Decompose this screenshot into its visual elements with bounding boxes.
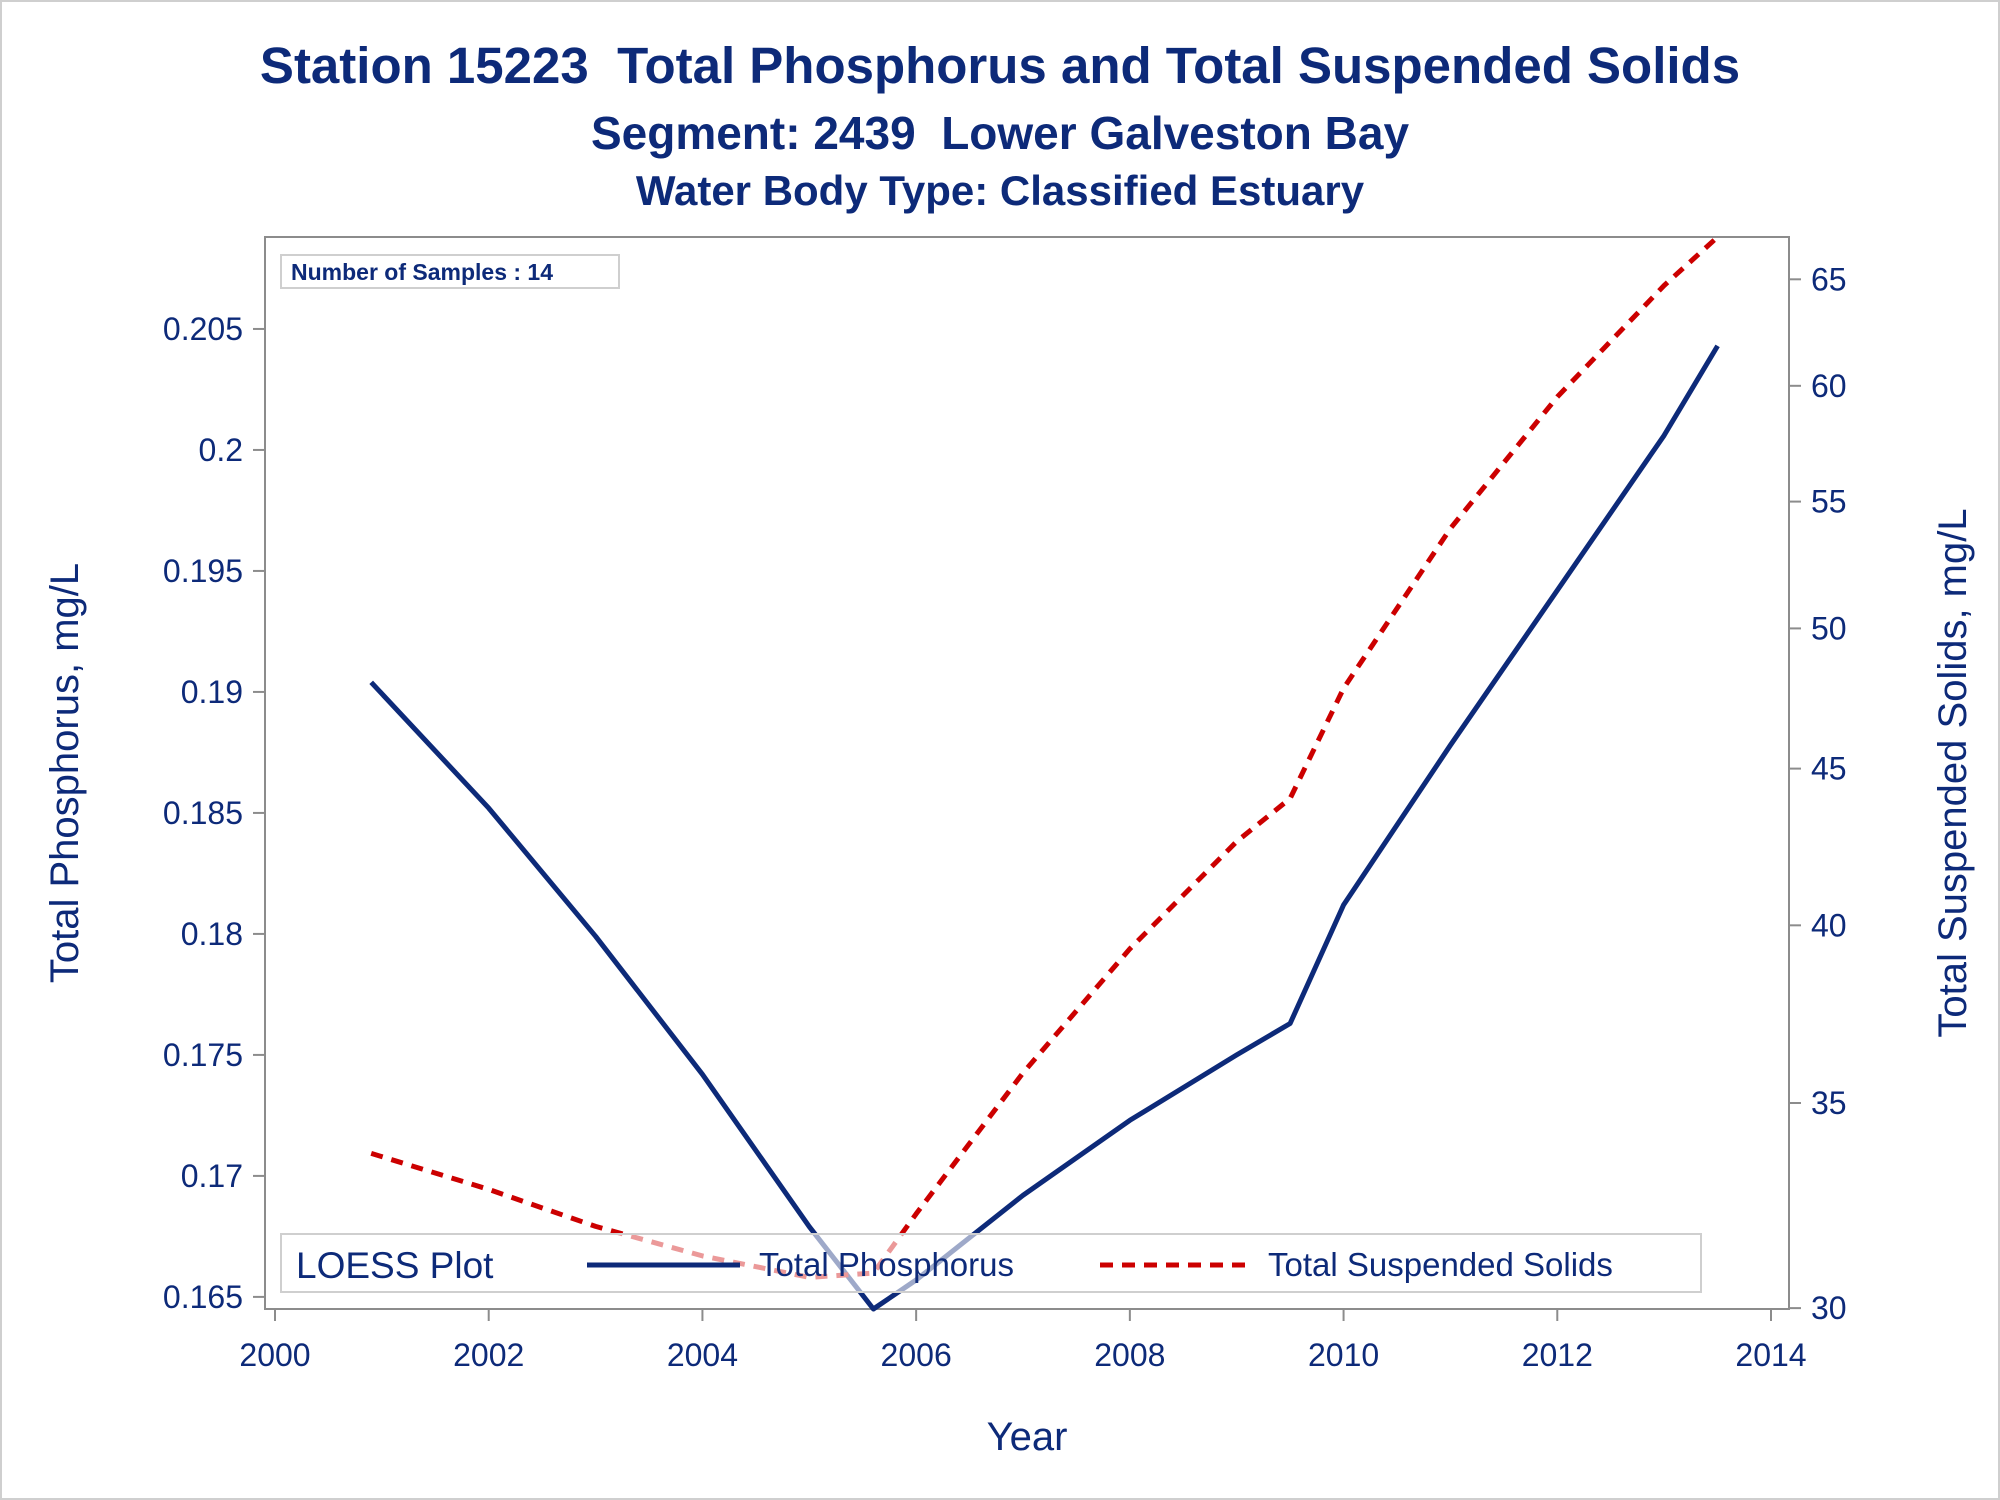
chart-subtitle-segment: Segment: 2439 Lower Galveston Bay [590,107,1410,159]
chart-subtitle-water-body: Water Body Type: Classified Estuary [635,167,1365,214]
y-axis-left-label: Total Phosphorus, mg/L [43,563,87,983]
sample-count-inset: Number of Samples : 14 [280,254,620,289]
legend: LOESS Plot Total Phosphorus Total Suspen… [280,1233,1702,1293]
chart-title: Station 15223 Total Phosphorus and Total… [259,37,1741,94]
y-left-tick-label-5: 0.19 [181,674,243,710]
x-tick-label-2012: 2012 [1522,1337,1593,1373]
y-axis-right-label: Total Suspended Solids, mg/L [1931,508,1975,1037]
x-tick-label-2002: 2002 [453,1337,524,1373]
series-line-total-suspended-solids [370,235,1720,1280]
x-tick-label-2006: 2006 [881,1337,952,1373]
legend-label-total-suspended-solids: Total Suspended Solids [1268,1246,1613,1283]
y-right-tick-label-35: 35 [1811,1085,1847,1121]
y-right-tick-label-60: 60 [1811,368,1847,404]
plot-area-border [264,236,1790,1310]
y-axis-left: 0.165 0.17 0.175 0.18 0.185 0.19 0.195 0.2 0.205 [163,311,265,1315]
legend-box [280,1233,1702,1293]
x-axis-label: Year [987,1415,1068,1459]
x-tick-label-2008: 2008 [1094,1337,1165,1373]
y-left-tick-label-7: 0.2 [199,432,243,468]
legend-label-total-phosphorus: Total Phosphorus [759,1246,1014,1283]
y-left-tick-label-1: 0.17 [181,1158,243,1194]
series-group [369,235,1720,1312]
y-left-tick-label-3: 0.18 [181,916,243,952]
sample-count-label: Number of Samples : 14 [291,259,553,285]
y-right-tick-label-55: 55 [1811,484,1847,520]
y-right-tick-label-45: 45 [1811,751,1847,787]
sample-count-box [280,254,620,289]
x-tick-label-2000: 2000 [239,1337,310,1373]
y-right-tick-label-65: 65 [1811,261,1847,297]
y-axis-right: 30 35 40 45 50 55 60 65 [1789,261,1847,1326]
y-left-tick-label-0: 0.165 [163,1279,243,1315]
x-axis: 2000 2002 2004 2006 2008 2010 2012 2014 [239,1309,1807,1373]
series-line-total-phosphorus [369,344,1720,1312]
y-left-tick-label-4: 0.185 [163,795,243,831]
x-tick-label-2014: 2014 [1735,1337,1806,1373]
x-tick-label-2004: 2004 [667,1337,738,1373]
y-right-tick-label-40: 40 [1811,907,1847,943]
y-right-tick-label-50: 50 [1811,610,1847,646]
x-tick-label-2010: 2010 [1308,1337,1379,1373]
legend-title: LOESS Plot [296,1245,494,1286]
y-right-tick-label-30: 30 [1811,1290,1847,1326]
y-left-tick-label-8: 0.205 [163,311,243,347]
y-left-tick-label-6: 0.195 [163,553,243,589]
y-left-tick-label-2: 0.175 [163,1037,243,1073]
